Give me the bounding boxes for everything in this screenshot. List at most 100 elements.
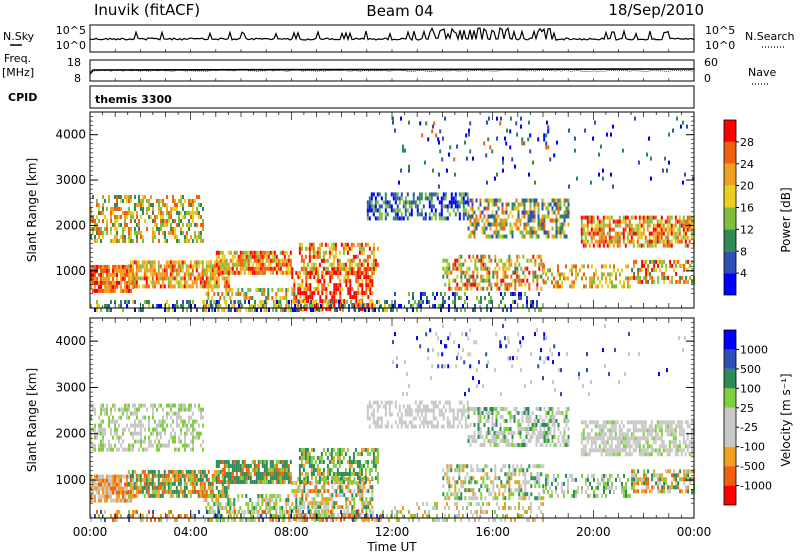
- rti-cell: [156, 227, 158, 231]
- rti-cell: [90, 304, 92, 308]
- rti-cell: [586, 219, 589, 224]
- rti-cell: [148, 427, 150, 432]
- rti-cell: [501, 218, 504, 223]
- rti-cell: [153, 489, 156, 494]
- rti-cell: [475, 226, 478, 231]
- rti-cell: [485, 206, 488, 211]
- rti-cell: [517, 214, 520, 219]
- rti-cell: [219, 296, 222, 300]
- rti-cell: [349, 513, 352, 518]
- rti-cell: [217, 502, 220, 506]
- rti-cell: [116, 219, 118, 223]
- rti-cell: [178, 223, 180, 227]
- rti-cell: [384, 304, 386, 308]
- rti-cell: [189, 481, 192, 486]
- rti-cell: [584, 239, 587, 244]
- rti-cell: [482, 266, 485, 271]
- rti-cell: [126, 447, 128, 452]
- rti-cell: [230, 300, 232, 304]
- rti-cell: [654, 243, 657, 248]
- rti-cell: [353, 497, 356, 502]
- rti-cell: [490, 300, 492, 304]
- rti-cell: [629, 284, 631, 289]
- rti-cell: [153, 280, 156, 285]
- rti-cell: [608, 231, 611, 236]
- rti-cell: [637, 279, 640, 284]
- rti-cell: [275, 304, 278, 308]
- rti-cell: [183, 280, 186, 285]
- rti-cell: [138, 231, 140, 235]
- rti-cell: [514, 300, 516, 304]
- rti-cell: [247, 296, 250, 300]
- rti-cell: [140, 235, 142, 239]
- rti-cell: [161, 284, 164, 289]
- rti-cell: [148, 415, 150, 420]
- rti-cell: [225, 262, 228, 267]
- rti-cell: [132, 447, 134, 452]
- rti-cell: [207, 477, 210, 482]
- rti-cell: [96, 304, 98, 308]
- rti-cell: [298, 480, 301, 484]
- rti-cell: [229, 250, 232, 255]
- rti-cell: [98, 415, 100, 420]
- rti-cell: [557, 210, 560, 215]
- rti-cell: [543, 226, 546, 231]
- rti-cell: [672, 231, 675, 236]
- rti-cell: [241, 480, 244, 484]
- rti-cell: [494, 282, 497, 287]
- rti-cell: [265, 472, 268, 476]
- rti-cell: [636, 239, 639, 244]
- rti-cell: [328, 452, 331, 456]
- rti-cell: [464, 270, 467, 275]
- rti-cell: [157, 280, 160, 285]
- rti-cell: [470, 258, 473, 263]
- rti-cell: [207, 260, 210, 265]
- rti-cell: [211, 506, 214, 510]
- rti-cell: [231, 472, 234, 476]
- rti-cell: [498, 286, 501, 291]
- rti-cell: [298, 456, 301, 460]
- rti-cell: [372, 270, 375, 275]
- rti-cell: [468, 282, 471, 287]
- rti-cell: [689, 275, 692, 280]
- rti-cell: [138, 447, 140, 452]
- rti-cell: [432, 304, 434, 308]
- rti-cell: [430, 192, 433, 197]
- rti-cell: [312, 456, 315, 460]
- rti-cell: [460, 254, 463, 259]
- rti-cell: [318, 468, 321, 472]
- rti-cell: [241, 472, 244, 476]
- rti-cell: [610, 235, 613, 240]
- rti-cell: [669, 263, 672, 268]
- rti-cell: [116, 235, 118, 239]
- rti-cell: [142, 439, 144, 444]
- rti-cell: [368, 200, 371, 205]
- rti-cell: [257, 472, 260, 476]
- rti-cell: [344, 304, 346, 308]
- rti-cell: [215, 502, 218, 506]
- rti-cell: [211, 518, 214, 522]
- rti-cell: [310, 242, 313, 247]
- rti-cell: [337, 493, 340, 498]
- rti-cell: [141, 276, 144, 281]
- rti-cell: [392, 116, 394, 121]
- rti-cell: [300, 452, 303, 456]
- rti-cell: [182, 203, 184, 207]
- rti-cell: [672, 227, 675, 232]
- rti-cell: [158, 518, 160, 522]
- rti-cell: [124, 219, 126, 223]
- rti-cell: [180, 203, 182, 207]
- rti-cell: [259, 476, 262, 480]
- rti-cell: [281, 308, 284, 312]
- rti-cell: [357, 291, 360, 296]
- rti-cell: [596, 223, 599, 228]
- rti-cell: [557, 268, 559, 273]
- rti-cell: [247, 266, 250, 271]
- rti-cell: [122, 199, 124, 203]
- rti-cell: [167, 469, 170, 474]
- rti-cell: [90, 439, 92, 444]
- rti-cell: [549, 218, 552, 223]
- rti-cell: [586, 215, 589, 220]
- rti-cell: [137, 485, 140, 490]
- rti-cell: [271, 270, 274, 275]
